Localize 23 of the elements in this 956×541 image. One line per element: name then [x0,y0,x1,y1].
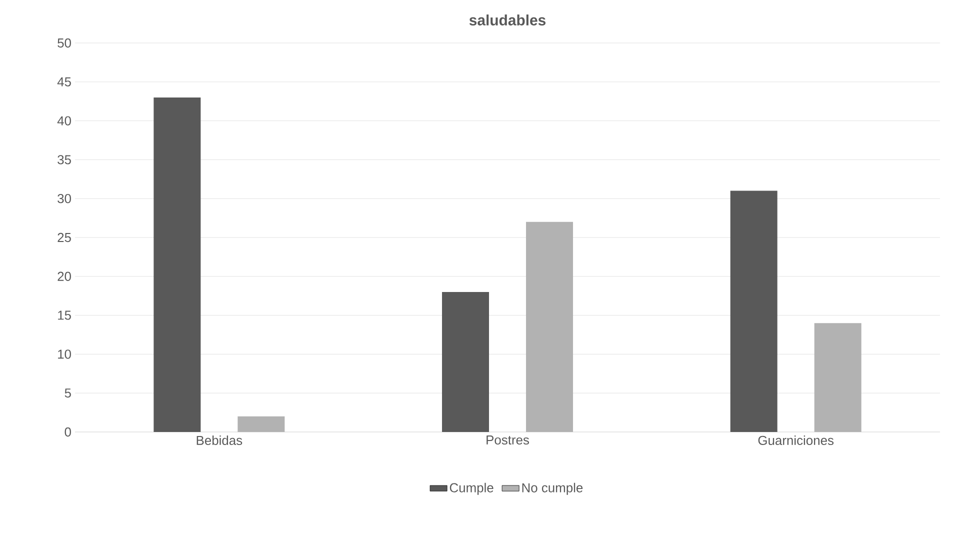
y-tick-label: 25 [58,232,71,242]
bar [442,292,490,432]
bar [814,323,862,432]
y-tick-label: 45 [57,77,71,86]
y-tick-label: 35 [58,155,71,164]
bar [154,97,201,432]
y-tick-label: 15 [58,310,71,320]
bar [238,416,285,432]
y-tick-label: 20 [58,272,71,281]
x-tick-label: Guarniciones [758,436,834,446]
x-tick-label: Bebidas [196,436,242,446]
y-tick-label: 50 [58,38,71,48]
legend-label: Cumple [450,482,494,495]
y-tick-label: 40 [57,116,71,126]
bar [526,222,574,432]
y-tick-label: 5 [64,388,71,398]
chart-title: saludables [469,14,546,26]
legend-label: No cumple [522,482,583,495]
bar [730,190,778,432]
y-tick-label: 10 [58,350,71,359]
y-tick-label: 30 [58,194,71,204]
x-tick-label: Postres [486,436,529,445]
y-tick-label: 0 [64,427,71,437]
